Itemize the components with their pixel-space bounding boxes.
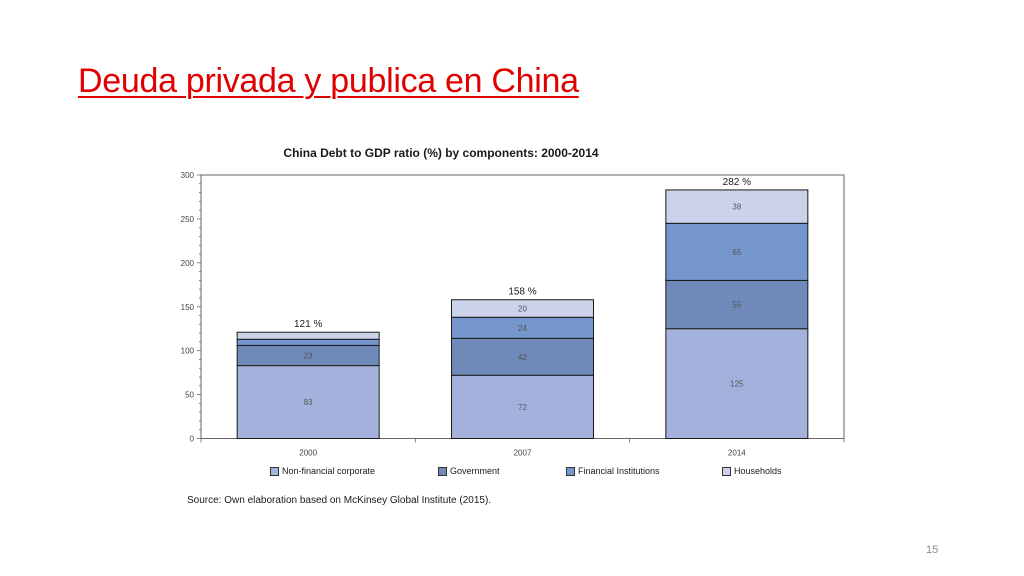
legend-label: Financial Institutions <box>578 466 660 476</box>
y-tick-label: 100 <box>181 347 195 356</box>
legend-swatch <box>566 466 575 476</box>
page-number: 15 <box>926 544 939 556</box>
legend-label: Households <box>734 466 782 476</box>
data-label: 65 <box>732 248 741 257</box>
bar-segment <box>451 374 594 440</box>
legend-item: Government <box>438 466 500 476</box>
bar-segment <box>236 338 380 346</box>
legend-label: Non-financial corporate <box>282 466 376 476</box>
y-tick-label: 300 <box>181 171 195 180</box>
bar-segment <box>451 299 594 318</box>
bar-segment <box>665 328 809 440</box>
y-tick-label: 200 <box>181 259 195 268</box>
y-tick-label: 150 <box>181 303 195 312</box>
total-label: 121 % <box>294 319 322 330</box>
data-label: 42 <box>518 353 527 362</box>
data-label: 38 <box>732 203 741 212</box>
y-tick-label: 50 <box>185 391 194 400</box>
data-label: 83 <box>304 398 313 407</box>
legend-swatch <box>270 466 279 476</box>
x-tick-label: 2007 <box>514 449 532 458</box>
y-tick-label: 0 <box>190 435 195 444</box>
slide-title: Deuda privada y publica en China <box>78 62 579 100</box>
source-note: Source: Own elaboration based on McKinse… <box>187 495 492 506</box>
total-label: 282 % <box>723 177 751 188</box>
legend-swatch <box>722 466 731 476</box>
data-label: 72 <box>518 403 527 412</box>
total-label: 158 % <box>508 287 536 298</box>
x-tick-label: 2014 <box>728 449 746 458</box>
legend-item: Financial Institutions <box>566 466 660 476</box>
legend-label: Government <box>450 466 500 476</box>
x-tick-label: 2000 <box>299 449 317 458</box>
chart-title: China Debt to GDP ratio (%) by component… <box>283 146 599 160</box>
legend-swatch <box>438 466 447 476</box>
bar-segment <box>665 222 809 281</box>
data-label: 23 <box>304 351 313 360</box>
bar-segment <box>451 337 594 376</box>
data-label: 125 <box>730 380 744 389</box>
data-label: 24 <box>518 324 527 333</box>
legend-item: Households <box>722 466 782 476</box>
y-tick-label: 250 <box>181 215 195 224</box>
legend-item: Non-financial corporate <box>270 466 375 476</box>
data-label: 55 <box>732 301 741 310</box>
bar-segment <box>665 189 809 224</box>
data-label: 20 <box>518 305 527 314</box>
bar-segment <box>236 331 380 340</box>
chart-legend: Non-financial corporate Government Financi… <box>200 466 844 480</box>
